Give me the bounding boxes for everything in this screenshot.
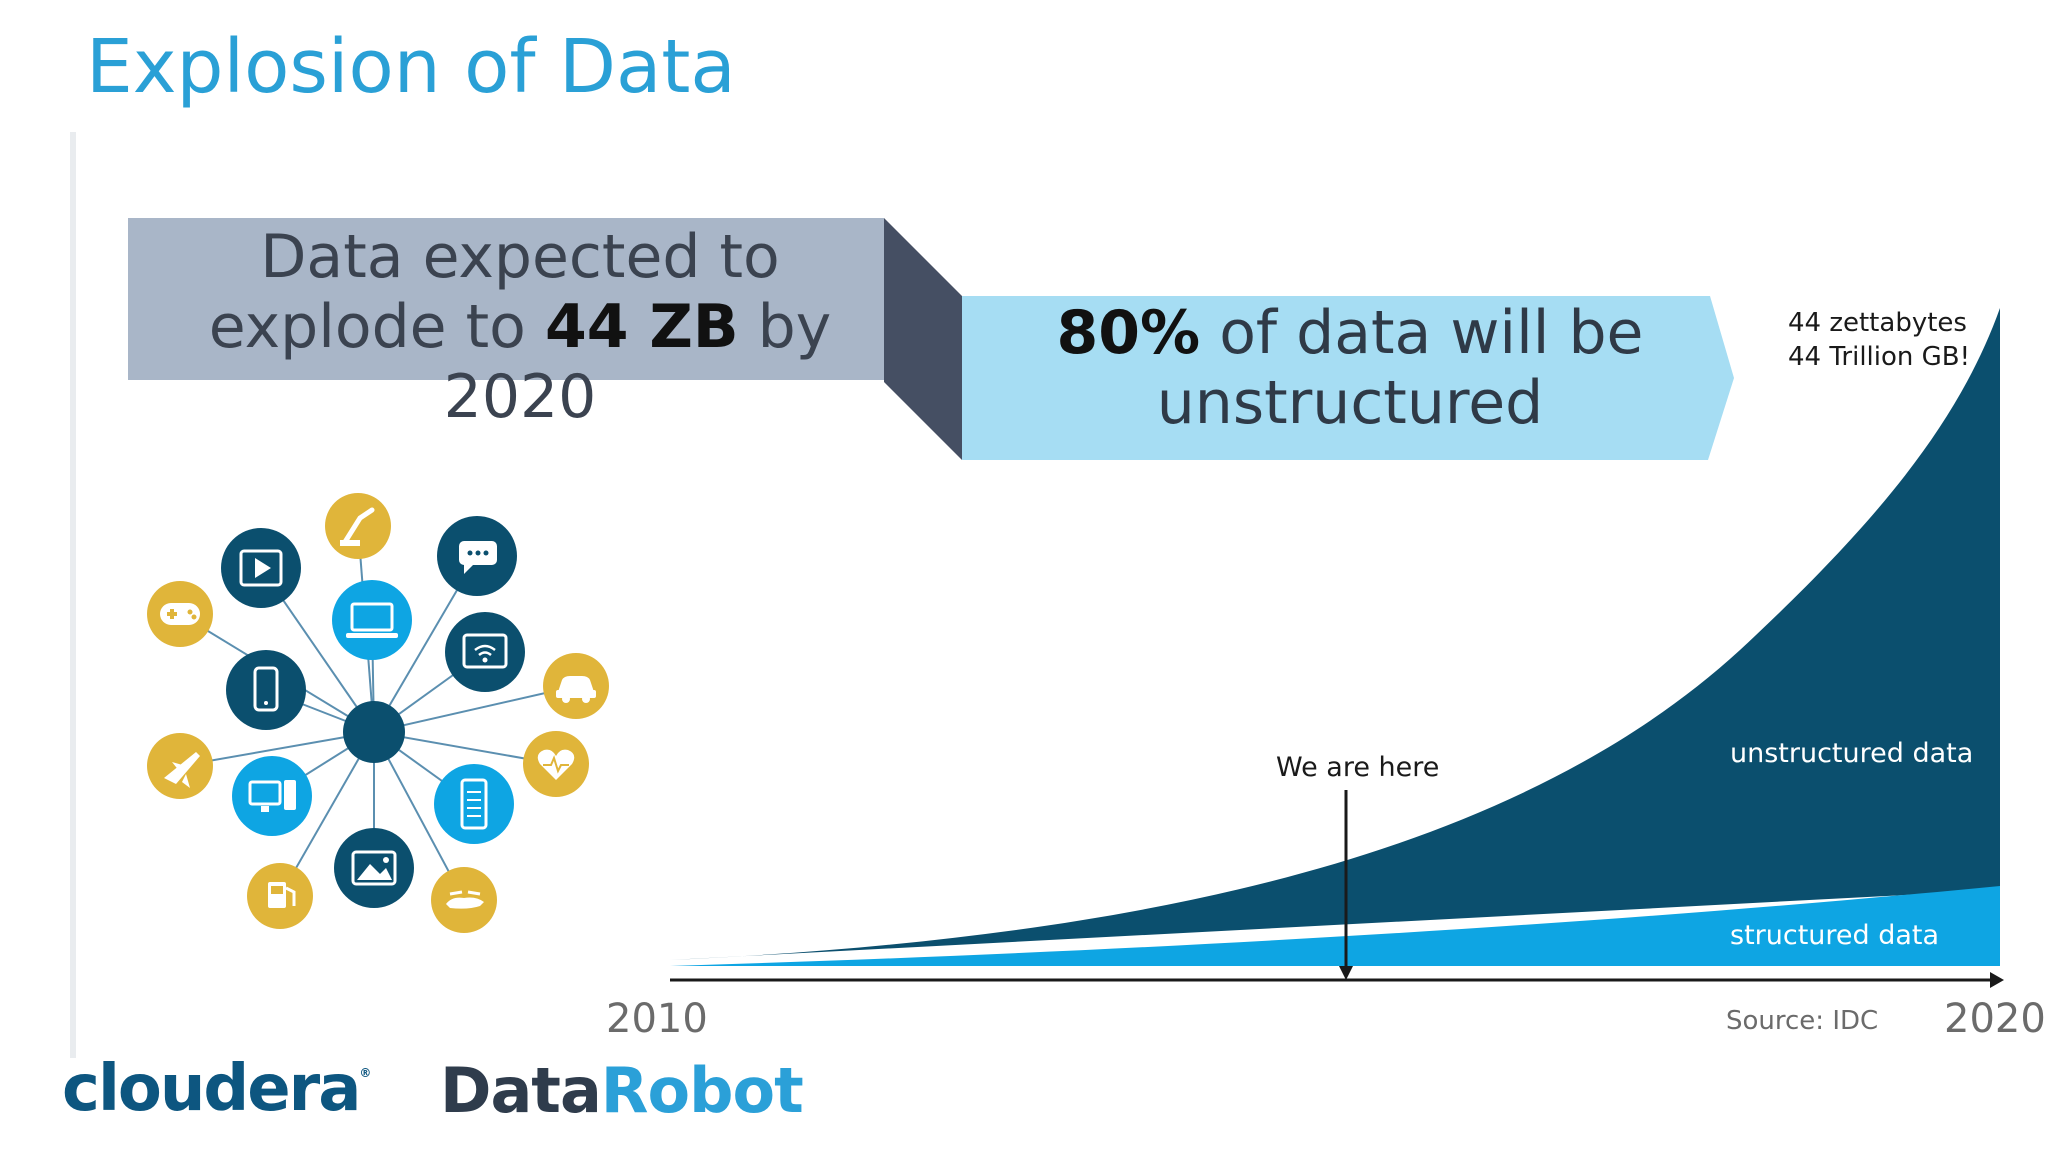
robot-arm-icon (325, 493, 391, 559)
chat-icon (437, 516, 517, 596)
cloudera-logo-mark: ® (359, 1066, 371, 1080)
callout-left-box (128, 218, 884, 380)
smartphone-icon (226, 650, 306, 730)
cloudera-logo: cloudera® (62, 1052, 371, 1126)
marker-label: We are here (1276, 752, 1440, 783)
callout-right-box (962, 296, 1734, 460)
callout-left-text: Data expected to explode to 44 ZB by 202… (140, 222, 900, 432)
callout-left-line1: Data expected to (260, 222, 780, 292)
callout-right-line1: 80% of data will be (990, 298, 1710, 368)
cloudera-logo-text: cloudera (62, 1052, 361, 1126)
hub-center (343, 701, 405, 763)
callout-left-line2-pre: explode to (208, 292, 545, 362)
wifi-screen-icon (445, 612, 525, 692)
callout-left-line2-post: by (738, 292, 832, 362)
desktop-icon (232, 756, 312, 836)
drone-icon (431, 867, 497, 933)
callout-left-line3: 2020 (443, 362, 597, 432)
slide-divider (70, 132, 76, 1058)
server-icon (434, 764, 514, 844)
fuel-pump-icon (247, 863, 313, 929)
peak-label-1: 44 zettabytes (1788, 308, 1967, 338)
slide-title: Explosion of Data (86, 24, 736, 110)
callout-right-text: 80% of data will be unstructured (990, 298, 1710, 438)
callout-right-line2: unstructured (1156, 368, 1544, 438)
marker-arrowhead (1339, 966, 1353, 980)
series-label-unstructured: unstructured data (1730, 738, 1974, 769)
source-label: Source: IDC (1726, 1006, 1879, 1036)
series-structured-area (670, 886, 2000, 966)
airplane-icon (147, 733, 213, 799)
laptop-icon (332, 580, 412, 660)
callout-right-highlight: 80% (1056, 298, 1201, 368)
callout-left-line2: explode to 44 ZB by (140, 292, 900, 362)
x-axis-arrowhead (1990, 972, 2004, 988)
callout-right-line1-post: of data will be (1200, 298, 1644, 368)
peak-label-2: 44 Trillion GB! (1788, 342, 1971, 372)
series-unstructured-area (670, 308, 2000, 960)
video-icon (221, 528, 301, 608)
gamepad-icon (147, 581, 213, 647)
datarobot-logo-part1: Data (440, 1054, 602, 1127)
photo-icon (334, 828, 414, 908)
datarobot-logo: DataRobot (440, 1054, 804, 1127)
x-start-label: 2010 (606, 996, 708, 1042)
heart-monitor-icon (523, 731, 589, 797)
x-end-label: 2020 (1944, 996, 2046, 1042)
series-label-structured: structured data (1730, 920, 1940, 951)
datarobot-logo-part2: Robot (600, 1054, 804, 1127)
callout-fold-shadow (884, 218, 962, 460)
callout-left-highlight: 44 ZB (544, 292, 739, 362)
car-icon (543, 653, 609, 719)
